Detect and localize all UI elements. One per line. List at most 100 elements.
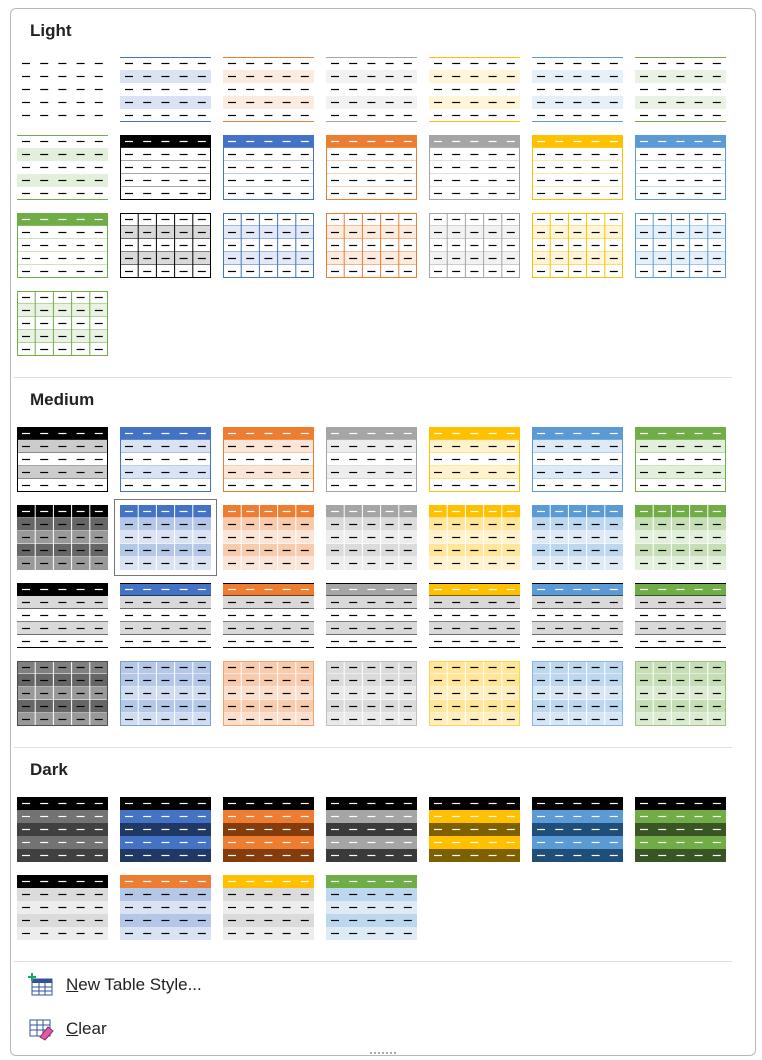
table-style[interactable] [532, 505, 623, 570]
table-style[interactable] [326, 875, 417, 940]
table-style[interactable] [429, 213, 520, 278]
table-style[interactable] [120, 213, 211, 278]
table-style[interactable] [17, 135, 108, 200]
icon [28, 973, 53, 996]
style-preview [326, 213, 417, 278]
table-style[interactable] [223, 135, 314, 200]
table-style[interactable] [635, 427, 726, 492]
style-preview [429, 135, 520, 200]
table-style[interactable] [17, 875, 108, 940]
table-style[interactable] [635, 661, 726, 726]
style-preview [326, 57, 417, 122]
separator [14, 747, 732, 748]
table-style[interactable] [223, 213, 314, 278]
table-style[interactable] [120, 57, 211, 122]
table-style[interactable] [17, 661, 108, 726]
style-preview [326, 583, 417, 648]
style-preview [17, 797, 108, 862]
table-style[interactable] [635, 505, 726, 570]
table-style[interactable] [223, 661, 314, 726]
table-style[interactable] [429, 797, 520, 862]
style-preview [532, 583, 623, 648]
table-style[interactable] [17, 583, 108, 648]
table-style[interactable] [635, 583, 726, 648]
table-style[interactable] [120, 583, 211, 648]
table-style[interactable] [429, 583, 520, 648]
style-preview [532, 797, 623, 862]
style-preview [635, 213, 726, 278]
new-table-style[interactable]: New Table Style... [28, 971, 202, 999]
style-preview [429, 505, 520, 570]
table-style[interactable] [223, 583, 314, 648]
style-preview [635, 57, 726, 122]
style-preview [223, 135, 314, 200]
table-style[interactable] [223, 875, 314, 940]
table-style[interactable] [120, 135, 211, 200]
separator [14, 377, 732, 378]
style-preview [17, 505, 108, 570]
table-style[interactable] [223, 427, 314, 492]
table-style[interactable] [429, 505, 520, 570]
table-style[interactable] [326, 135, 417, 200]
table-style[interactable] [17, 505, 108, 570]
table-style[interactable] [114, 499, 217, 576]
table-style[interactable] [120, 661, 211, 726]
table-style[interactable] [429, 661, 520, 726]
table-style[interactable] [429, 135, 520, 200]
table-style[interactable] [326, 427, 417, 492]
table-style[interactable] [635, 213, 726, 278]
table-style[interactable] [635, 57, 726, 122]
table-style[interactable] [326, 57, 417, 122]
style-preview [532, 213, 623, 278]
table-style[interactable] [429, 57, 520, 122]
section-title: Dark [30, 760, 68, 779]
style-preview [120, 427, 211, 492]
table-style[interactable] [532, 661, 623, 726]
style-preview [223, 875, 314, 940]
table-style[interactable] [120, 797, 211, 862]
style-preview [326, 505, 417, 570]
style-preview [120, 661, 211, 726]
section-title: Medium [30, 390, 95, 409]
table-style[interactable] [635, 797, 726, 862]
style-preview [429, 57, 520, 122]
table-style[interactable] [532, 57, 623, 122]
style-preview [17, 291, 108, 356]
table-style[interactable] [532, 213, 623, 278]
table-style[interactable] [532, 135, 623, 200]
table-style[interactable] [326, 797, 417, 862]
table-style[interactable] [326, 583, 417, 648]
table-style[interactable] [223, 57, 314, 122]
table-style[interactable] [17, 427, 108, 492]
style-preview [635, 661, 726, 726]
table-style[interactable] [17, 797, 108, 862]
style-preview [326, 135, 417, 200]
table-style[interactable] [120, 427, 211, 492]
style-preview [223, 505, 314, 570]
table-style[interactable] [326, 505, 417, 570]
style-preview [326, 875, 417, 940]
table-style[interactable] [17, 213, 108, 278]
table-style[interactable] [635, 135, 726, 200]
table-style[interactable] [532, 427, 623, 492]
style-preview [429, 797, 520, 862]
style-preview [532, 427, 623, 492]
table-style[interactable] [17, 291, 108, 356]
resize-grip[interactable] [370, 1052, 396, 1054]
clear[interactable]: Clear [28, 1015, 107, 1043]
table-style[interactable] [120, 875, 211, 940]
table-style[interactable] [326, 661, 417, 726]
table-style[interactable] [223, 797, 314, 862]
table-style[interactable] [223, 505, 314, 570]
table-style[interactable] [532, 797, 623, 862]
style-preview [17, 875, 108, 940]
table-style[interactable] [326, 213, 417, 278]
style-preview [429, 661, 520, 726]
style-preview [223, 583, 314, 648]
style-preview [223, 661, 314, 726]
table-style[interactable] [429, 427, 520, 492]
table-style[interactable] [532, 583, 623, 648]
table-style[interactable] [17, 57, 108, 122]
style-preview [17, 661, 108, 726]
